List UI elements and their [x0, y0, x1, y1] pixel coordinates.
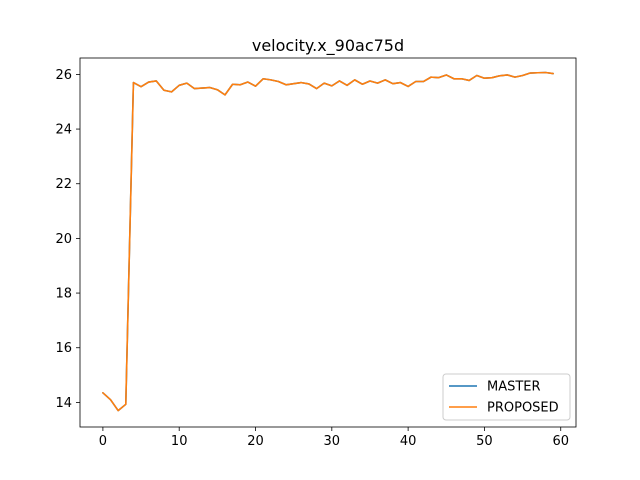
series-layer	[102, 71, 554, 412]
y-tick-label: 20	[55, 232, 72, 247]
plot-frame	[79, 57, 577, 428]
x-tick-label: 40	[400, 434, 417, 449]
legend: MASTER PROPOSED	[442, 373, 571, 421]
series-line-proposed	[102, 71, 554, 412]
x-tick-label: 10	[171, 434, 188, 449]
y-tick-label: 14	[55, 396, 72, 411]
legend-label-proposed: PROPOSED	[487, 401, 559, 416]
y-tick-label: 22	[55, 177, 72, 192]
x-tick-label: 0	[99, 434, 107, 449]
x-tick-label: 60	[552, 434, 569, 449]
y-tick-label: 26	[55, 68, 72, 83]
x-tick-label: 50	[476, 434, 493, 449]
chart-title: velocity.x_90ac75d	[252, 36, 404, 56]
y-tick-label: 24	[55, 123, 72, 138]
x-tick-label: 30	[324, 434, 341, 449]
axes-layer: 0 10 20 30 40 50 60 14 16 18 20 22 24 26	[55, 57, 577, 449]
legend-label-master: MASTER	[487, 380, 541, 395]
x-tick-label: 20	[247, 434, 264, 449]
y-tick-label: 18	[55, 287, 72, 302]
y-tick-label: 16	[55, 341, 72, 356]
